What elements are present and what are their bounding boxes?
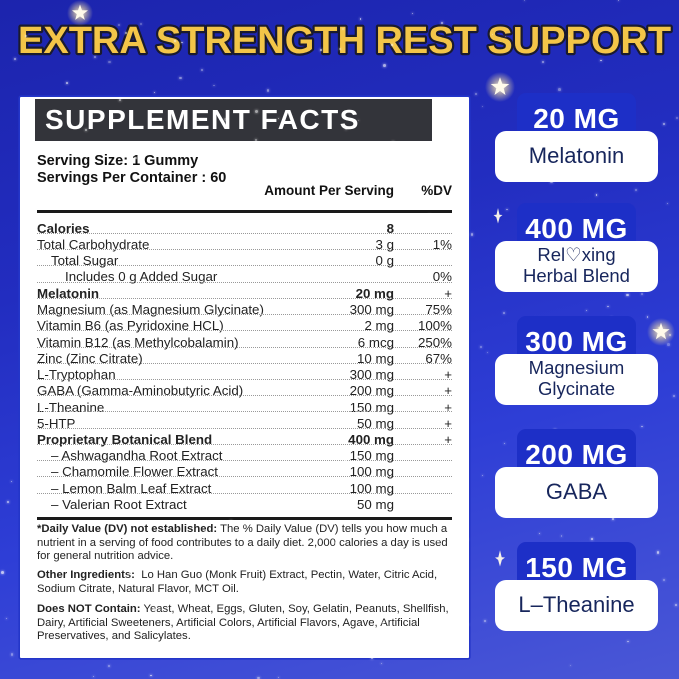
svg-text:EXTRA STRENGTH REST SUPPORT: EXTRA STRENGTH REST SUPPORT xyxy=(18,20,671,62)
